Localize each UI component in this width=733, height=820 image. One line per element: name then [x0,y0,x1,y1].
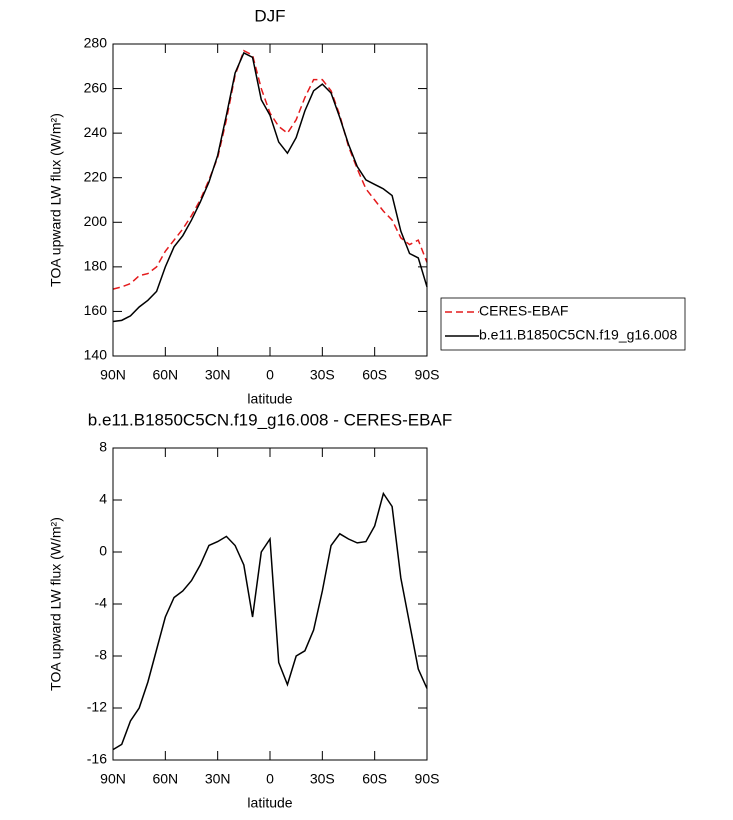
y-tick-label: -4 [95,595,108,611]
legend-label: CERES-EBAF [479,303,568,319]
y-tick-label: 4 [99,491,107,507]
y-tick-label: -8 [95,647,108,663]
x-axis-label: latitude [247,795,292,811]
y-tick-label: 140 [84,347,108,363]
plot-frame [112,43,428,357]
x-tick-label: 90N [100,367,126,383]
x-tick-label: 90N [100,771,126,787]
plot-frame [112,447,428,761]
legend-box [440,297,686,351]
y-tick-label: 180 [84,258,108,274]
x-tick-label: 30N [205,771,231,787]
x-tick-label: 30S [310,367,335,383]
y-tick-label: 160 [84,302,108,318]
y-tick-label: -16 [87,751,107,767]
legend-label: b.e11.B1850C5CN.f19_g16.008 [479,327,677,343]
y-tick-label: 240 [84,124,108,140]
x-tick-label: 30N [205,367,231,383]
x-tick-label: 90S [415,771,440,787]
chart-title: b.e11.B1850C5CN.f19_g16.008 - CERES-EBAF [88,410,452,429]
data-line [112,51,428,323]
x-axis-label: latitude [247,391,292,407]
y-tick-label: 220 [84,168,108,184]
y-tick-label: -12 [87,699,107,715]
x-tick-label: 60N [152,367,178,383]
x-tick-label: 60S [362,771,387,787]
x-tick-label: 0 [266,771,274,787]
y-axis-label: TOA upward LW flux (W/m²) [48,113,64,287]
y-tick-label: 280 [84,35,108,51]
chart-title: DJF [254,6,285,25]
y-tick-label: 260 [84,79,108,95]
data-line [112,491,428,751]
x-tick-label: 90S [415,367,440,383]
y-tick-label: 200 [84,213,108,229]
y-tick-label: 0 [99,543,107,559]
x-tick-label: 30S [310,771,335,787]
x-tick-label: 0 [266,367,274,383]
y-axis-label: TOA upward LW flux (W/m²) [48,517,64,691]
x-tick-label: 60N [152,771,178,787]
data-line [112,49,428,290]
x-tick-label: 60S [362,367,387,383]
y-tick-label: 8 [99,439,107,455]
